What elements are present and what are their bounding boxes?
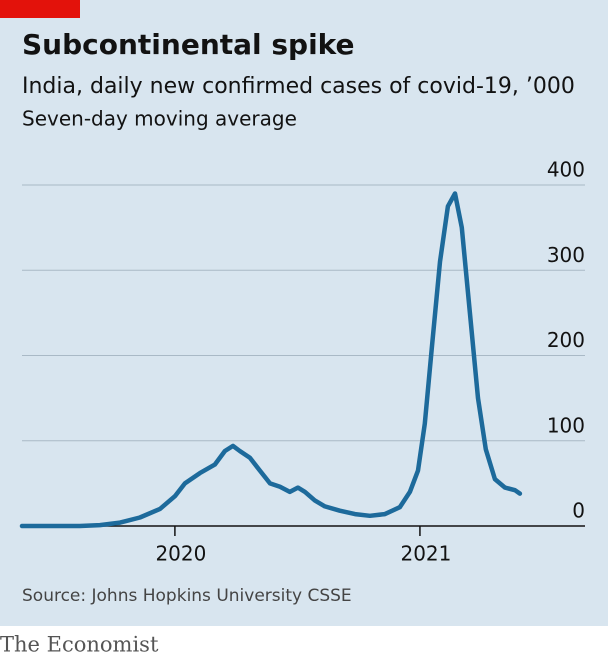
line-series: [19, 191, 523, 529]
source: Source: Johns Hopkins University CSSE: [22, 586, 352, 606]
x-tick-label: 2021: [400, 542, 451, 566]
brand: The Economist: [0, 633, 159, 657]
x-tick-label: 2020: [155, 542, 206, 566]
brand-tab: [0, 0, 80, 18]
chart-note: Seven-day moving average: [22, 107, 297, 131]
chart-title: Subcontinental spike: [22, 28, 355, 61]
y-tick-label: 100: [547, 413, 585, 437]
y-tick-label: 300: [547, 243, 585, 267]
y-tick-label: 0: [572, 499, 585, 523]
y-tick-label: 400: [547, 158, 585, 182]
chart-subtitle: India, daily new confirmed cases of covi…: [22, 74, 575, 99]
y-tick-label: 200: [547, 328, 585, 352]
background: [0, 0, 608, 626]
